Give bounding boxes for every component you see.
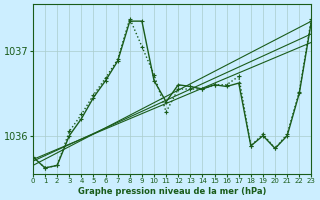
X-axis label: Graphe pression niveau de la mer (hPa): Graphe pression niveau de la mer (hPa) (78, 187, 266, 196)
